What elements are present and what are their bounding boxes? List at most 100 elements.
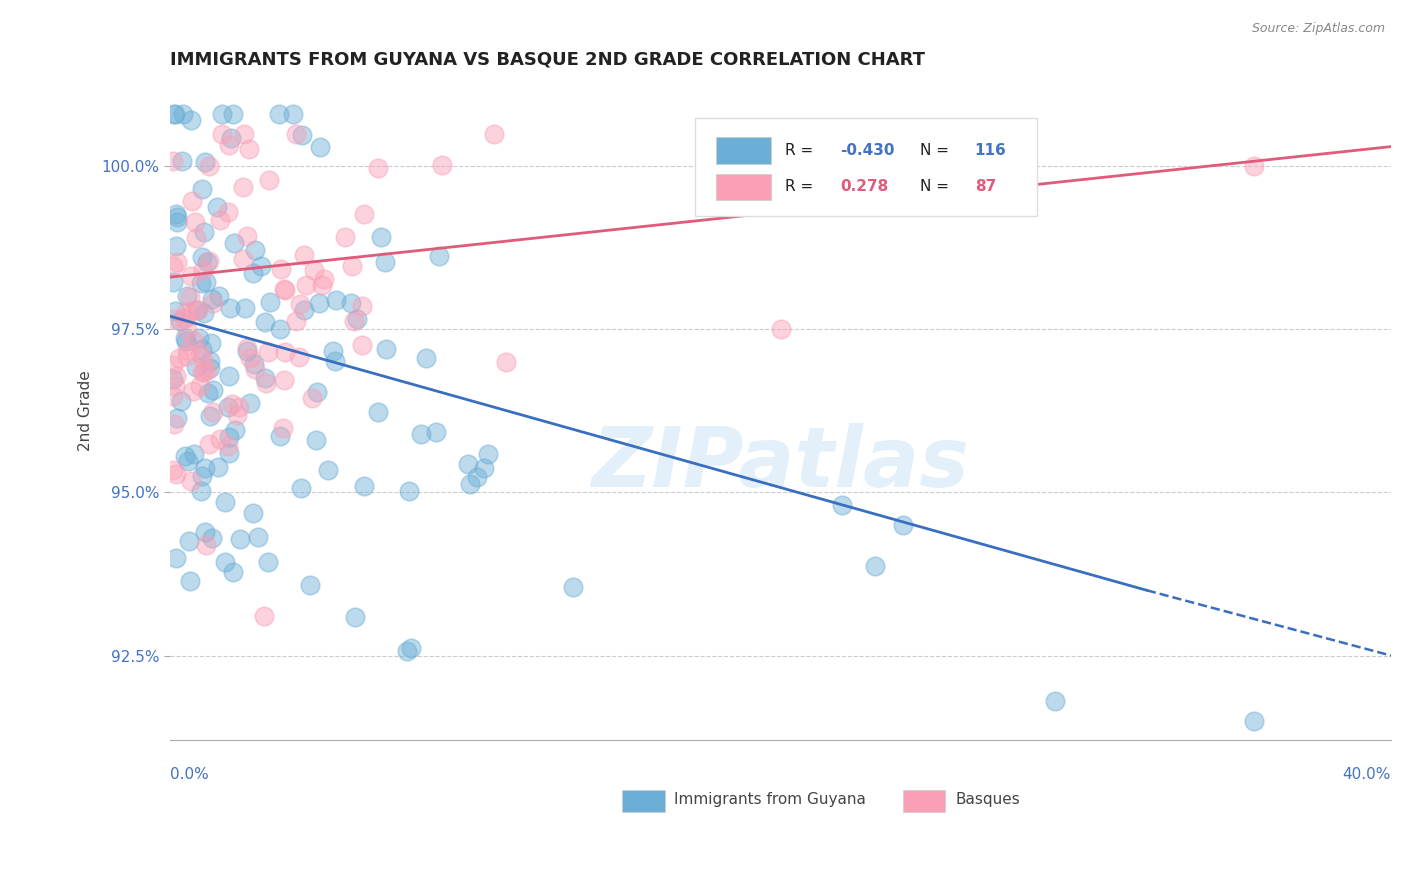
Text: IMMIGRANTS FROM GUYANA VS BASQUE 2ND GRADE CORRELATION CHART: IMMIGRANTS FROM GUYANA VS BASQUE 2ND GRA… xyxy=(170,51,925,69)
Point xyxy=(218,137,240,152)
Point xyxy=(197,436,219,450)
Point xyxy=(253,609,276,624)
Point xyxy=(194,524,217,539)
Point xyxy=(370,229,392,244)
Point xyxy=(201,295,224,310)
Point xyxy=(465,469,488,483)
Point xyxy=(340,296,363,310)
Point xyxy=(311,278,333,293)
Point xyxy=(174,334,197,349)
Point xyxy=(375,343,398,357)
Point xyxy=(305,385,328,400)
Point xyxy=(184,231,207,245)
Text: 116: 116 xyxy=(974,143,1007,158)
Point xyxy=(292,303,315,318)
FancyBboxPatch shape xyxy=(716,174,770,200)
Point xyxy=(162,154,184,169)
Point xyxy=(399,640,422,655)
Point xyxy=(201,292,224,306)
Point xyxy=(236,228,259,243)
Point xyxy=(162,275,184,289)
Point xyxy=(1045,694,1067,708)
Point xyxy=(188,331,211,345)
Point xyxy=(165,369,187,384)
Point xyxy=(301,391,323,405)
Point xyxy=(235,301,257,316)
Point xyxy=(308,140,330,154)
Point xyxy=(353,479,375,493)
Point xyxy=(165,107,187,121)
Point xyxy=(225,408,247,422)
Point xyxy=(254,376,277,391)
Point xyxy=(208,289,231,303)
Point xyxy=(163,107,186,121)
Point xyxy=(187,302,209,317)
Point xyxy=(214,495,236,509)
Point xyxy=(195,363,218,377)
Point xyxy=(174,305,197,319)
Point xyxy=(395,644,418,658)
Point xyxy=(333,229,356,244)
Point xyxy=(239,351,262,365)
Point xyxy=(243,357,266,371)
Point xyxy=(176,349,198,363)
Point xyxy=(166,210,188,224)
Point xyxy=(190,277,212,291)
Point xyxy=(236,341,259,355)
Point xyxy=(243,243,266,257)
Point xyxy=(294,278,316,293)
Point xyxy=(221,566,243,580)
Point xyxy=(343,314,366,328)
Point xyxy=(274,283,297,297)
Point xyxy=(269,429,291,443)
Point xyxy=(162,372,184,386)
Point xyxy=(193,226,215,240)
Point xyxy=(190,483,212,498)
Point xyxy=(200,336,222,351)
Point xyxy=(181,194,204,208)
Point xyxy=(195,255,218,269)
Point xyxy=(257,173,280,187)
Point xyxy=(197,254,219,268)
Point xyxy=(162,312,184,326)
Point xyxy=(173,312,195,326)
Point xyxy=(177,534,200,549)
Point xyxy=(195,275,218,289)
Point xyxy=(184,215,207,229)
Point xyxy=(288,350,311,364)
Point xyxy=(232,252,254,267)
Point xyxy=(217,204,239,219)
Point xyxy=(197,386,219,401)
Point xyxy=(188,379,211,393)
Point xyxy=(183,302,205,317)
Point xyxy=(165,467,187,481)
Point xyxy=(259,294,281,309)
Point xyxy=(176,323,198,337)
Point xyxy=(457,458,479,472)
Text: -0.430: -0.430 xyxy=(841,143,894,158)
Point xyxy=(183,447,205,461)
Point xyxy=(217,400,239,414)
Point xyxy=(224,235,246,250)
Point xyxy=(290,297,312,311)
Text: 0.278: 0.278 xyxy=(841,179,889,194)
Point xyxy=(427,249,450,263)
Point xyxy=(201,531,224,545)
Point xyxy=(191,468,214,483)
Text: ZIPatlas: ZIPatlas xyxy=(592,423,970,504)
Point xyxy=(163,417,186,431)
Point xyxy=(325,293,347,308)
Point xyxy=(323,354,346,368)
Point xyxy=(250,259,273,273)
Point xyxy=(191,250,214,264)
Point xyxy=(202,383,225,397)
Point xyxy=(198,354,221,368)
Point xyxy=(292,248,315,262)
Point xyxy=(863,559,886,574)
Point xyxy=(163,378,186,392)
Point xyxy=(214,555,236,569)
Point xyxy=(176,310,198,325)
Point xyxy=(167,351,190,365)
Point xyxy=(165,239,187,253)
Text: 87: 87 xyxy=(974,179,995,194)
